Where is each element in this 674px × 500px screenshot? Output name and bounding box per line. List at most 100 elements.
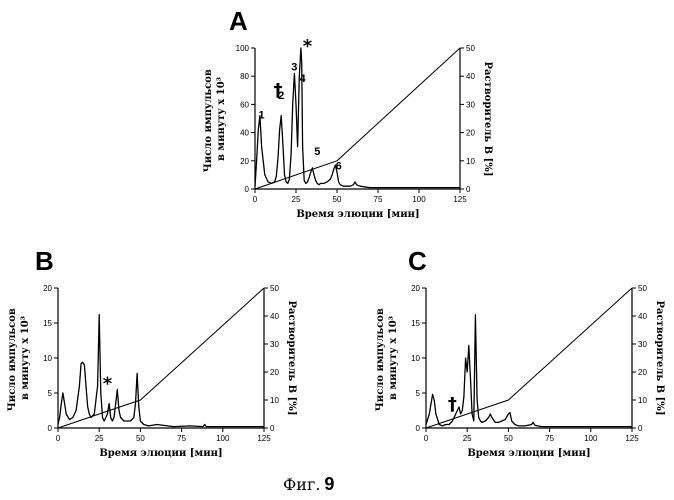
figure-caption: Фиг.9: [283, 474, 334, 494]
y2-tick-label: 20: [638, 368, 647, 377]
y2-tick-label: 10: [466, 157, 475, 166]
y2-tick-label: 10: [270, 396, 279, 405]
x-tick-label: 100: [216, 434, 230, 443]
y-tick-label: 10: [43, 354, 52, 363]
x-tick-label: 75: [177, 434, 186, 443]
chart-panel-a: A 020406080100 01020304050 0255075100125…: [203, 6, 493, 220]
x-tick-label: 125: [453, 195, 467, 204]
asterisk-marker: *: [103, 374, 113, 395]
y-tick-label: 15: [43, 319, 52, 328]
y2-tick-label: 40: [638, 312, 647, 321]
x-tick-label: 0: [56, 434, 61, 443]
y2-tick-label: 20: [270, 368, 279, 377]
chart-c-y-ticks: 05101520: [411, 284, 426, 433]
chart-c-x-ticks: 0 25 50 75 100 125: [424, 428, 639, 443]
y2-tick-label: 40: [466, 72, 475, 81]
y-tick-label: 5: [48, 389, 53, 398]
y-tick-label: 15: [411, 319, 420, 328]
chart-b-gradient-line: [58, 288, 264, 428]
dagger-marker: †: [448, 394, 457, 415]
x-tick-label: 75: [545, 434, 554, 443]
panel-letter-b: B: [35, 246, 54, 276]
y2-tick-label: 0: [270, 424, 275, 433]
y-tick-label: 80: [240, 72, 249, 81]
x-tick-label: 0: [424, 434, 429, 443]
x-tick-label: 25: [95, 434, 104, 443]
chart-panel-b: B 0 5 10 15 20 0 10 20 30 40 50 0 25 50 75 100 125 * В…: [7, 246, 297, 459]
peak-label: 5: [314, 146, 320, 158]
peak-label: 6: [336, 160, 342, 172]
x-tick-label: 0: [253, 195, 258, 204]
y-tick-label: 20: [240, 157, 249, 166]
figure-caption-number: 9: [324, 474, 334, 494]
chart-c-annotations: †: [448, 394, 457, 415]
chart-b-ylabel2: Растворитель B [%]: [286, 300, 297, 415]
chart-c-axes: [426, 288, 632, 428]
x-tick-label: 125: [257, 434, 271, 443]
figure-caption-prefix: Фиг.: [283, 475, 320, 494]
asterisk-marker: *: [303, 36, 313, 57]
chart-a-ylabel-line1: Число импульсов: [203, 69, 214, 172]
chart-b-radioactivity-trace: [58, 315, 264, 427]
chart-a-axes: [255, 48, 460, 189]
y2-tick-label: 30: [466, 100, 475, 109]
chart-c-xlabel: Время элюции [мин]: [467, 448, 590, 459]
panel-letter-a: A: [229, 6, 248, 36]
x-tick-label: 125: [625, 434, 639, 443]
chart-a-ylabel: Число импульсов в минуту x 10³: [203, 66, 227, 173]
y-tick-label: 20: [411, 284, 420, 293]
chart-c-ylabel-line1: Число импульсов: [375, 308, 386, 411]
peak-label: 3: [291, 62, 297, 74]
y2-tick-label: 30: [638, 340, 647, 349]
y-tick-label: 40: [240, 129, 249, 138]
y2-tick-label: 10: [638, 396, 647, 405]
chart-b-y2-ticks: 0 10 20 30 40 50: [264, 284, 279, 433]
y2-tick-label: 40: [270, 312, 279, 321]
y2-tick-label: 20: [466, 129, 475, 138]
peak-label: 1: [258, 110, 264, 122]
chart-b-y-ticks: 0 5 10 15 20: [43, 284, 58, 433]
y2-tick-label: 30: [270, 340, 279, 349]
x-tick-label: 75: [374, 195, 383, 204]
y2-tick-label: 50: [270, 284, 279, 293]
chart-a-radioactivity-trace: [255, 48, 460, 188]
y-tick-label: 10: [411, 354, 420, 363]
chart-panel-c: C 05101520 01020304050 0255075100125 † В…: [375, 246, 665, 459]
x-tick-label: 100: [584, 434, 598, 443]
chart-b-ylabel-line2: в минуту x 10³: [20, 316, 31, 400]
chart-a-ylabel-line2: в минуту x 10³: [216, 77, 227, 161]
chart-c-ylabel: Число импульсов в минуту x 10³: [375, 305, 399, 412]
y-tick-label: 0: [416, 424, 421, 433]
chart-b-annotations: *: [103, 374, 113, 395]
peak-label: 4: [299, 73, 306, 85]
y2-tick-label: 50: [638, 284, 647, 293]
x-tick-label: 25: [463, 434, 472, 443]
x-tick-label: 50: [136, 434, 145, 443]
y-tick-label: 0: [245, 185, 250, 194]
x-tick-label: 50: [504, 434, 513, 443]
chart-a-ylabel2: Растворитель B [%]: [482, 61, 493, 176]
chart-c-ylabel2: Растворитель B [%]: [654, 300, 665, 415]
chart-a-x-ticks: 0255075100125: [253, 189, 467, 204]
chart-c-ylabel-line2: в минуту x 10³: [388, 316, 399, 400]
y-tick-label: 100: [236, 44, 250, 53]
chart-a-y-ticks: 020406080100: [236, 44, 255, 194]
chart-a-gradient-line: [255, 48, 460, 189]
chart-b-ylabel-line1: Число импульсов: [7, 308, 18, 411]
x-tick-label: 100: [412, 195, 426, 204]
y-tick-label: 0: [48, 424, 53, 433]
chart-b-x-ticks: 0 25 50 75 100 125: [56, 428, 271, 443]
chart-b-ylabel: Число импульсов в минуту x 10³: [7, 305, 31, 412]
dagger-marker: †: [273, 80, 282, 101]
y2-tick-label: 50: [466, 44, 475, 53]
chart-b-axes: [58, 288, 264, 428]
y-tick-label: 20: [43, 284, 52, 293]
chart-a-y2-ticks: 0 10 20 30 40 50: [460, 44, 475, 194]
x-tick-label: 50: [333, 195, 342, 204]
chart-c-gradient-line: [426, 288, 632, 428]
chart-b-xlabel: Время элюции [мин]: [99, 448, 222, 459]
chart-a-xlabel: Время элюции [мин]: [296, 209, 419, 220]
chart-c-radioactivity-trace: [426, 315, 632, 427]
y2-tick-label: 0: [466, 185, 471, 194]
